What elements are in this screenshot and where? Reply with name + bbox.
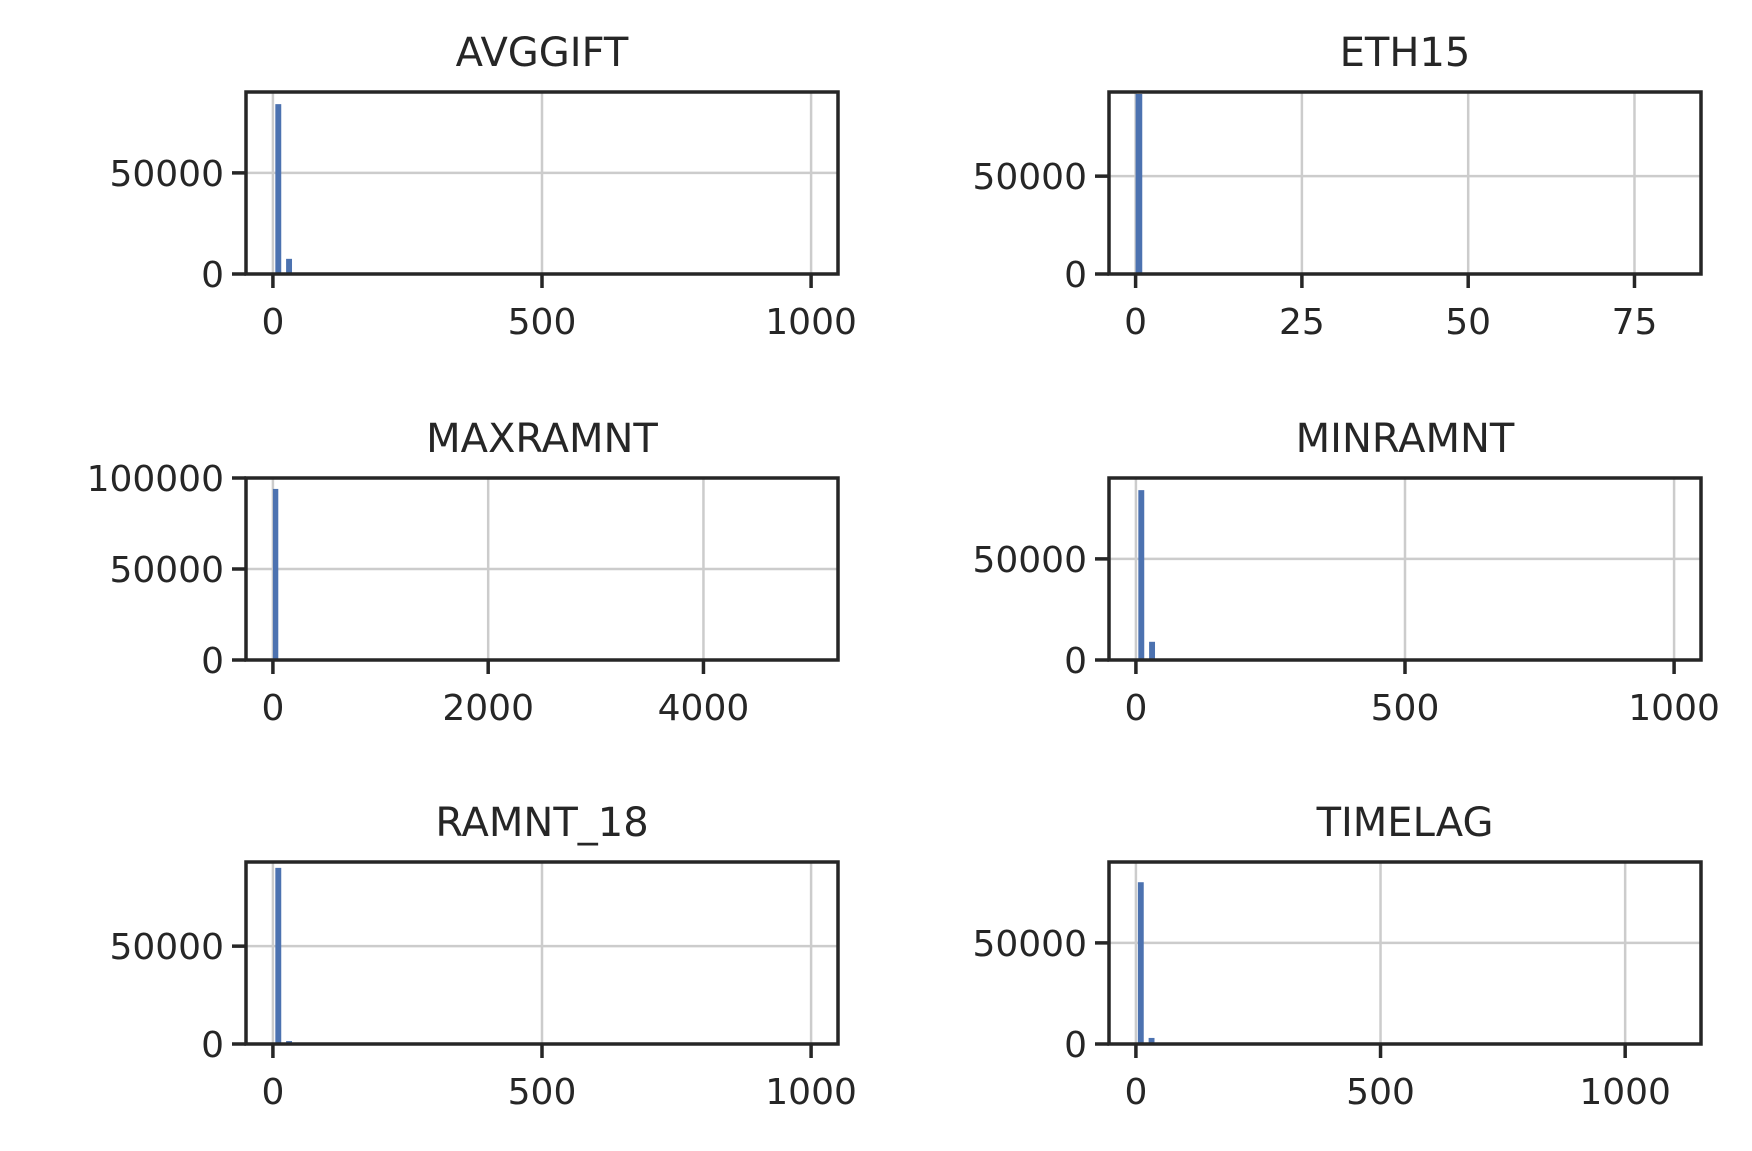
x-tick-label: 500 xyxy=(1371,688,1440,729)
x-tick-label: 4000 xyxy=(658,688,750,729)
x-tick-label: 500 xyxy=(508,302,577,343)
y-tick-label: 0 xyxy=(1064,255,1087,296)
x-tick-label: 25 xyxy=(1279,302,1325,343)
x-tick-label: 50 xyxy=(1445,302,1491,343)
x-tick-label: 0 xyxy=(261,688,284,729)
y-tick-label: 0 xyxy=(201,641,224,682)
x-tick-label: 1000 xyxy=(1579,1072,1671,1113)
histogram-bar xyxy=(286,258,293,274)
histogram-bar xyxy=(272,488,279,660)
y-tick-label: 50000 xyxy=(109,550,224,591)
histogram-panel-eth15: 0 25 50 75 0 50000 ETH15 xyxy=(972,30,1703,343)
histogram-panel-avggift: 0 500 1000 0 50000 AVGGIFT xyxy=(109,30,856,343)
chart-title: RAMNT_18 xyxy=(435,800,648,846)
x-tick-label: 1000 xyxy=(765,302,857,343)
y-tick-label: 0 xyxy=(1064,641,1087,682)
x-tick-label: 0 xyxy=(261,302,284,343)
x-tick-label: 2000 xyxy=(442,688,534,729)
y-tick-label: 50000 xyxy=(109,154,224,195)
histogram-bar xyxy=(1148,1037,1155,1044)
histogram-bar xyxy=(275,867,282,1044)
y-tick-label: 50000 xyxy=(109,927,224,968)
histogram-bar xyxy=(1149,641,1156,660)
x-tick-label: 1000 xyxy=(1628,688,1720,729)
histogram-bar xyxy=(1135,93,1143,274)
x-tick-label: 0 xyxy=(1124,1072,1147,1113)
histogram-panel-maxramnt: 0 2000 4000 0 50000 100000 MAXRAMNT xyxy=(87,416,840,729)
y-tick-label: 100000 xyxy=(87,459,224,500)
chart-title: MINRAMNT xyxy=(1296,416,1515,462)
axes-frame xyxy=(1107,860,1703,1046)
y-tick-label: 0 xyxy=(1064,1025,1087,1066)
chart-title: AVGGIFT xyxy=(456,30,629,76)
y-tick-label: 50000 xyxy=(972,157,1087,198)
y-tick-label: 50000 xyxy=(972,540,1087,581)
histogram-panel-timelag: 0 500 1000 0 50000 TIMELAG xyxy=(972,800,1703,1113)
chart-title: TIMELAG xyxy=(1316,800,1494,846)
axes-frame xyxy=(1107,90,1703,276)
y-tick-label: 0 xyxy=(201,255,224,296)
x-tick-label: 500 xyxy=(508,1072,577,1113)
y-tick-label: 0 xyxy=(201,1025,224,1066)
x-tick-label: 500 xyxy=(1346,1072,1415,1113)
x-tick-label: 0 xyxy=(261,1072,284,1113)
x-tick-label: 0 xyxy=(1124,688,1147,729)
x-tick-label: 0 xyxy=(1124,302,1147,343)
histogram-panel-ramnt-18: 0 500 1000 0 50000 RAMNT_18 xyxy=(109,800,856,1113)
y-tick-label: 50000 xyxy=(972,924,1087,965)
histogram-bar xyxy=(275,104,282,274)
x-tick-label: 75 xyxy=(1612,302,1658,343)
chart-title: MAXRAMNT xyxy=(426,416,658,462)
x-tick-label: 1000 xyxy=(765,1072,857,1113)
histogram-bar xyxy=(1138,490,1145,660)
histogram-bar xyxy=(1137,882,1144,1044)
histogram-panel-minramnt: 0 500 1000 0 50000 MINRAMNT xyxy=(972,416,1719,729)
chart-title: ETH15 xyxy=(1340,30,1471,76)
